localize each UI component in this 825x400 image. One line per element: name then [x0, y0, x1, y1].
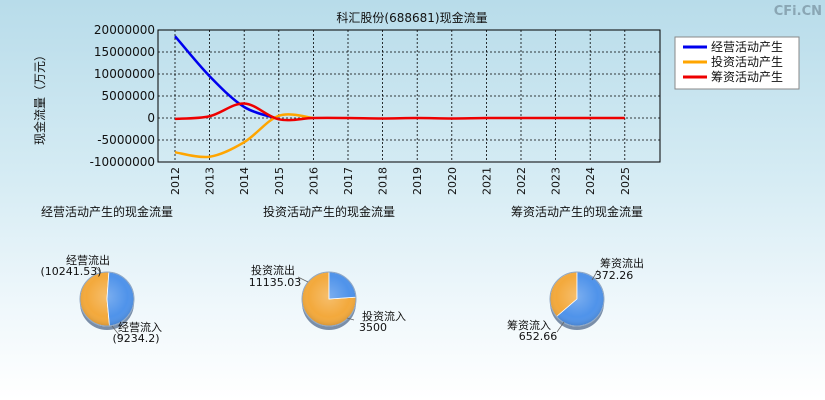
y-tick-label: 15000000: [94, 45, 155, 59]
pie-leader-2-0: [591, 269, 599, 281]
x-tick-label: 2022: [515, 167, 528, 195]
plot-frame: [157, 29, 661, 163]
x-tick-label: 2020: [446, 167, 459, 195]
pie-leader-0-1: [111, 325, 121, 337]
x-tick-label: 2013: [204, 167, 217, 195]
pie-slice-value-0-0: (10241.53): [40, 265, 101, 278]
pie-title-2: 筹资活动产生的现金流量: [511, 204, 643, 219]
pie-title-1: 投资活动产生的现金流量: [263, 204, 395, 219]
y-tick-label: -10000000: [90, 155, 155, 169]
x-tick-label: 2024: [584, 167, 597, 195]
y-axis-label: 现金流量（万元）: [32, 49, 47, 145]
y-tick-label: 5000000: [102, 89, 155, 103]
pie-leader-2-1: [556, 321, 565, 333]
x-tick-label: 2017: [342, 167, 355, 195]
legend-label-0: 经营活动产生: [711, 40, 783, 54]
x-tick-label: 2012: [169, 167, 182, 195]
y-tick-label: -5000000: [97, 133, 155, 147]
pie-slice-label-0-0: 经营流出: [66, 253, 110, 267]
legend-label-1: 投资活动产生: [711, 54, 783, 69]
y-tick-label: 10000000: [94, 67, 155, 81]
x-tick-label: 2014: [238, 167, 251, 195]
x-tick-label: 2025: [619, 167, 632, 195]
pie-title-0: 经营活动产生的现金流量: [41, 204, 173, 219]
x-tick-label: 2016: [307, 167, 320, 195]
line-plot-area: 20000000 15000000 10000000 5000000 0 -5000000…: [90, 23, 661, 195]
watermark: CFi.CN: [774, 4, 822, 19]
chart-title: 科汇股份(688681)现金流量: [336, 10, 487, 25]
pie-rim-1: [301, 271, 357, 327]
pie-slice-value-1-0: 11135.03: [249, 276, 302, 289]
pie-slice-value-2-0: 372.26: [595, 269, 634, 282]
pie-leader-0-0: [95, 266, 101, 273]
pie-slice-label-1-0: 投资流出: [251, 263, 295, 277]
pie-slice-label-1-1: 投资流入: [362, 309, 406, 323]
pie-slice-value-0-1: (9234.2): [112, 332, 159, 345]
series-line-0: [174, 35, 280, 121]
pie-rim-0: [79, 271, 135, 327]
series-line-1: [174, 113, 314, 159]
series-line-2: [174, 102, 625, 122]
x-tick-label: 2019: [411, 167, 424, 195]
pie-slice-label-0-1: 经营流入: [118, 320, 162, 334]
pie-leader-1-1: [346, 317, 355, 321]
x-tick-label: 2023: [550, 167, 563, 195]
x-tick-label: 2015: [273, 167, 286, 195]
pie-leader-1-0: [297, 276, 309, 283]
x-tick-label: 2018: [377, 167, 390, 195]
pie-slice-label-2-1: 筹资流入: [507, 318, 551, 332]
pie-slice-label-2-0: 筹资流出: [600, 256, 644, 270]
y-tick-label: 0: [147, 111, 155, 125]
pie-rim-2: [549, 271, 605, 327]
pie-slice-value-1-1: 3500: [359, 321, 387, 334]
legend-label-2: 筹资活动产生: [711, 70, 783, 84]
pie-slice-value-2-1: 652.66: [519, 330, 558, 343]
x-tick-label: 2021: [480, 167, 493, 195]
y-tick-label: 20000000: [94, 23, 155, 37]
